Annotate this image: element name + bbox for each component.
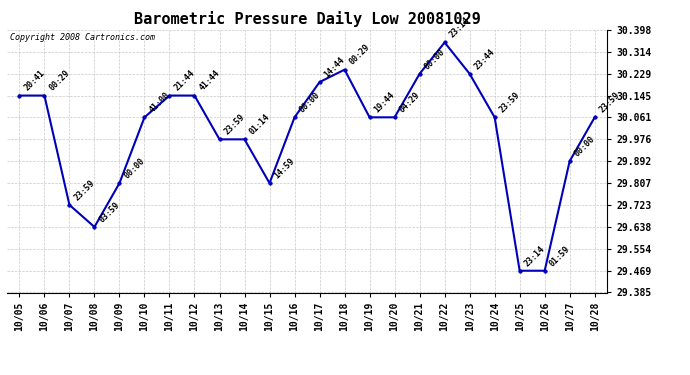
Text: 19:44: 19:44 xyxy=(373,90,396,114)
Text: 00:00: 00:00 xyxy=(573,134,596,158)
Title: Barometric Pressure Daily Low 20081029: Barometric Pressure Daily Low 20081029 xyxy=(134,12,480,27)
Text: 01:59: 01:59 xyxy=(547,244,571,268)
Text: 00:29: 00:29 xyxy=(47,69,71,93)
Text: 20:41: 20:41 xyxy=(22,69,46,93)
Text: 23:14: 23:14 xyxy=(522,244,546,268)
Text: 41:00: 41:00 xyxy=(147,90,171,114)
Text: 00:00: 00:00 xyxy=(122,156,146,180)
Text: 14:59: 14:59 xyxy=(273,156,296,180)
Text: 00:29: 00:29 xyxy=(347,43,371,67)
Text: 03:59: 03:59 xyxy=(97,200,121,224)
Text: 23:59: 23:59 xyxy=(222,112,246,136)
Text: Copyright 2008 Cartronics.com: Copyright 2008 Cartronics.com xyxy=(10,33,155,42)
Text: 00:00: 00:00 xyxy=(297,90,322,114)
Text: 00:00: 00:00 xyxy=(422,47,446,71)
Text: 23:59: 23:59 xyxy=(72,178,96,202)
Text: 04:29: 04:29 xyxy=(397,90,422,114)
Text: 21:44: 21:44 xyxy=(172,69,196,93)
Text: 01:14: 01:14 xyxy=(247,112,271,136)
Text: 23:44: 23:44 xyxy=(473,47,496,71)
Text: 41:44: 41:44 xyxy=(197,69,221,93)
Text: 23:14: 23:14 xyxy=(447,16,471,40)
Text: 14:44: 14:44 xyxy=(322,55,346,79)
Text: 23:59: 23:59 xyxy=(598,90,622,114)
Text: 23:59: 23:59 xyxy=(497,90,522,114)
